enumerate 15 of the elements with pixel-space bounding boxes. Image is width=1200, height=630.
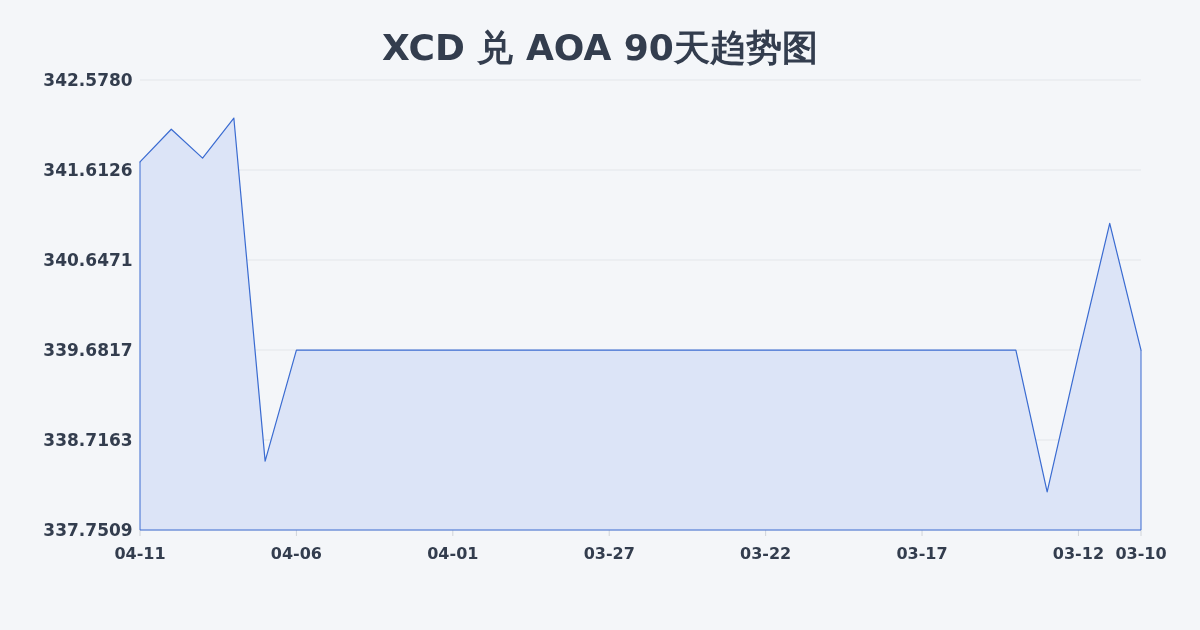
x-tick-label: 04-01 xyxy=(427,544,479,563)
y-tick-label: 339.6817 xyxy=(43,340,133,360)
x-tick-label: 04-06 xyxy=(270,544,322,563)
y-tick-label: 342.5780 xyxy=(43,70,133,90)
x-tick-label: 03-27 xyxy=(583,544,635,563)
x-tick-label: 04-11 xyxy=(114,544,166,563)
y-tick-label: 337.7509 xyxy=(43,520,133,540)
chart-title: XCD 兑 AOA 90天趋势图 xyxy=(382,27,818,68)
y-tick-label: 338.7163 xyxy=(43,430,133,450)
x-tick-label: 03-17 xyxy=(896,544,948,563)
x-tick-label: 03-12 xyxy=(1052,544,1105,563)
y-tick-label: 341.6126 xyxy=(43,160,133,180)
x-tick-label: 03-22 xyxy=(740,544,792,563)
x-tick-label: 03-10 xyxy=(1115,544,1167,563)
y-tick-label: 340.6471 xyxy=(43,250,133,271)
